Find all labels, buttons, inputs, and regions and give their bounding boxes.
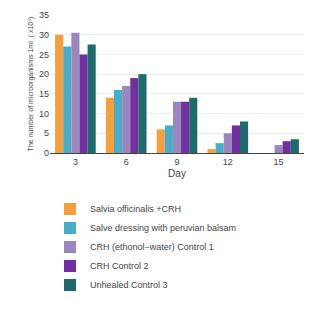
svg-text:CRH Control 2: CRH Control 2 [90, 261, 149, 271]
svg-text:CRH (ethonol−water) Control 1: CRH (ethonol−water) Control 1 [90, 242, 214, 252]
svg-text:25: 25 [39, 50, 49, 60]
svg-text:35: 35 [39, 10, 49, 20]
svg-text:15: 15 [274, 157, 284, 167]
svg-text:12: 12 [223, 157, 233, 167]
svg-text:10: 10 [39, 109, 49, 119]
svg-text:Salvia officinalis +CRH: Salvia officinalis +CRH [90, 204, 181, 214]
svg-text:15: 15 [39, 89, 49, 99]
svg-text:9: 9 [174, 157, 179, 167]
svg-text:6: 6 [124, 157, 129, 167]
svg-text:3: 3 [73, 157, 78, 167]
svg-text:Unhealed Control 3: Unhealed Control 3 [90, 280, 168, 290]
svg-text:30: 30 [39, 30, 49, 40]
svg-text:20: 20 [39, 69, 49, 79]
svg-text:Salve dressing with peruvian b: Salve dressing with peruvian balsam [90, 223, 236, 233]
svg-text:0: 0 [44, 148, 49, 158]
svg-text:The number of microorganisms 1: The number of microorganisms 1ml ( x10⁶) [27, 17, 35, 152]
svg-text:5: 5 [44, 128, 49, 138]
svg-text:Day: Day [168, 168, 186, 179]
